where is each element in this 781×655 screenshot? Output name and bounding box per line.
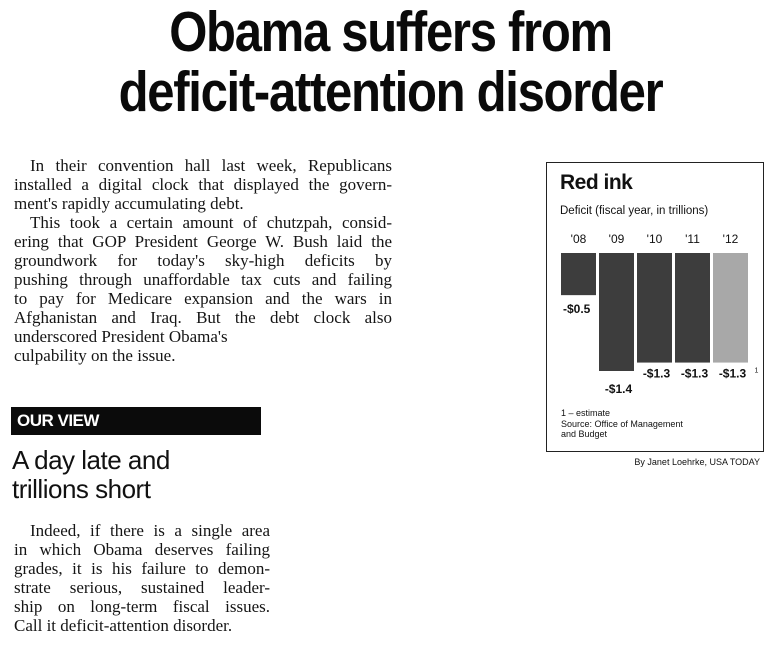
x-tick-label: '10 [647,232,663,246]
text-line: groundwork for today's sky-high deficits… [14,251,392,270]
text-line: In their convention hall last week, Repu… [30,156,392,175]
chart-source-line-2: and Budget [561,429,608,439]
subheadline-line-2: trillions short [12,474,151,504]
chart-footnote: 1 – estimate [561,408,611,418]
data-label: -$1.4 [605,382,633,396]
bar [637,253,672,363]
chart-plot-area: '08 -$0.5 '09 -$1.4 '10 -$1.3 '11 -$1.3 '12 -$1.3… [561,232,759,396]
data-label: -$1.3 [643,367,671,381]
chart-title: Red ink [560,171,633,194]
headline-line-1: Obama suffers from [169,0,613,64]
chart-credit: By Janet Loehrke, USA TODAY [634,457,760,467]
text-line: Call it deficit-attention disorder. [14,616,233,635]
text-line: pushing through unaffordable tax cuts an… [14,270,392,289]
estimate-marker: 1 [755,368,759,375]
headline-line-2: deficit-attention disorder [118,60,664,124]
text-line: This took a certain amount of chutzpah, … [30,213,392,232]
text-line: culpability on the issue. [14,346,176,365]
headline: Obama suffers from deficit-attention dis… [55,2,727,122]
data-label: -$1.3 [719,367,747,381]
bar [599,253,634,371]
text-line: ment's rapidly accumulating debt. [14,194,244,213]
chart-subtitle: Deficit (fiscal year, in trillions) [560,205,709,217]
text-line: installed a digital clock that displayed… [14,175,392,194]
subheadline: A day late and trillions short [12,446,272,504]
bar [675,253,710,363]
text-line: underscored President Obama's [14,327,228,346]
x-tick-label: '12 [723,232,739,246]
x-tick-label: '08 [571,232,587,246]
deficit-chart: Red ink Deficit (fiscal year, in trillio… [546,162,764,452]
paragraph-1: In their convention hall last week, Repu… [14,156,392,213]
x-tick-label: '09 [609,232,625,246]
section-label-our-view: OUR VIEW [11,407,261,435]
text-line: Afghanistan and Iraq. But the debt clock… [14,308,392,327]
text-line: ering that GOP President George W. Bush … [14,232,392,251]
text-line: Indeed, if there is a single area [30,521,270,540]
text-line: to pay for Medicare expansion and the wa… [14,289,392,308]
data-label: -$1.3 [681,367,709,381]
paragraph-2: This took a certain amount of chutzpah, … [14,213,392,365]
text-line: in which Obama deserves failing [14,540,270,559]
text-line: ship on long-term fiscal issues. [14,597,270,616]
subheadline-line-1: A day late and [12,445,170,475]
text-line: strate serious, sustained leader- [14,578,270,597]
x-tick-label: '11 [685,232,700,246]
bar [561,253,596,296]
data-label: -$0.5 [563,302,591,316]
text-line: grades, it is his failure to demon- [14,559,270,578]
bar [713,253,748,363]
chart-source-line-1: Source: Office of Management [561,419,683,429]
paragraph-3: Indeed, if there is a single area in whi… [14,521,270,635]
